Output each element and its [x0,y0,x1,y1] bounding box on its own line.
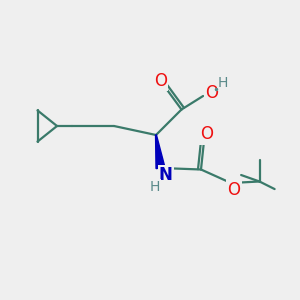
Text: H: H [218,76,228,90]
Text: H: H [150,180,160,194]
Text: N: N [159,167,173,184]
Polygon shape [156,135,165,169]
Text: O: O [200,125,213,143]
Text: O: O [154,72,167,90]
Text: O: O [205,84,218,102]
Text: O: O [227,181,241,199]
